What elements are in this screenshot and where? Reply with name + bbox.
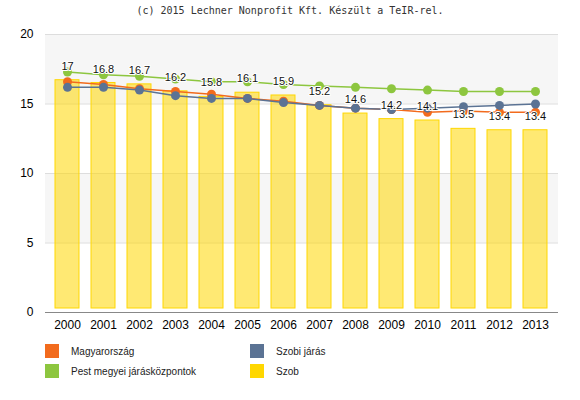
svg-text:2000: 2000 <box>54 318 81 332</box>
svg-text:2001: 2001 <box>90 318 117 332</box>
svg-text:15.9: 15.9 <box>273 75 294 87</box>
svg-text:2007: 2007 <box>306 318 333 332</box>
svg-text:16.7: 16.7 <box>129 64 150 76</box>
svg-text:15.8: 15.8 <box>201 76 222 88</box>
svg-text:20: 20 <box>20 27 34 41</box>
svg-text:2003: 2003 <box>162 318 189 332</box>
svg-text:2013: 2013 <box>522 318 549 332</box>
html-text:(c) 2015 Lechner Nonprofit Kft: (c) 2015 Lechner Nonprofit Kft. Készült … <box>136 5 444 16</box>
svg-text:16.8: 16.8 <box>93 63 114 75</box>
svg-text:2005: 2005 <box>234 318 261 332</box>
svg-text:14.6: 14.6 <box>345 93 366 105</box>
svg-text:2004: 2004 <box>198 318 225 332</box>
svg-text:15: 15 <box>20 97 34 111</box>
svg-text:10: 10 <box>20 166 34 180</box>
svg-text:2009: 2009 <box>378 318 405 332</box>
html-text:Szobi járás: Szobi járás <box>276 345 326 357</box>
svg-text:2011: 2011 <box>451 318 477 332</box>
svg-text:13.4: 13.4 <box>525 110 546 122</box>
svg-text:13.5: 13.5 <box>453 108 474 120</box>
svg-text:2008: 2008 <box>342 318 369 332</box>
svg-text:17: 17 <box>61 60 73 72</box>
svg-text:2002: 2002 <box>126 318 153 332</box>
svg-text:2012: 2012 <box>486 318 513 332</box>
svg-text:15.2: 15.2 <box>309 85 330 97</box>
svg-text:14.1: 14.1 <box>417 100 438 112</box>
svg-text:5: 5 <box>27 236 34 250</box>
svg-text:14.2: 14.2 <box>381 99 402 111</box>
svg-text:13.4: 13.4 <box>489 110 510 122</box>
html-text:Magyarország: Magyarország <box>71 345 135 357</box>
svg-text:16.2: 16.2 <box>165 71 186 83</box>
svg-text:0: 0 <box>27 305 34 319</box>
svg-text:16.1: 16.1 <box>237 72 258 84</box>
svg-text:2010: 2010 <box>414 318 441 332</box>
html-text:Pest megyei járásközpontok: Pest megyei járásközpontok <box>71 365 197 377</box>
html-text:Szob: Szob <box>276 365 299 377</box>
svg-text:2006: 2006 <box>270 318 297 332</box>
